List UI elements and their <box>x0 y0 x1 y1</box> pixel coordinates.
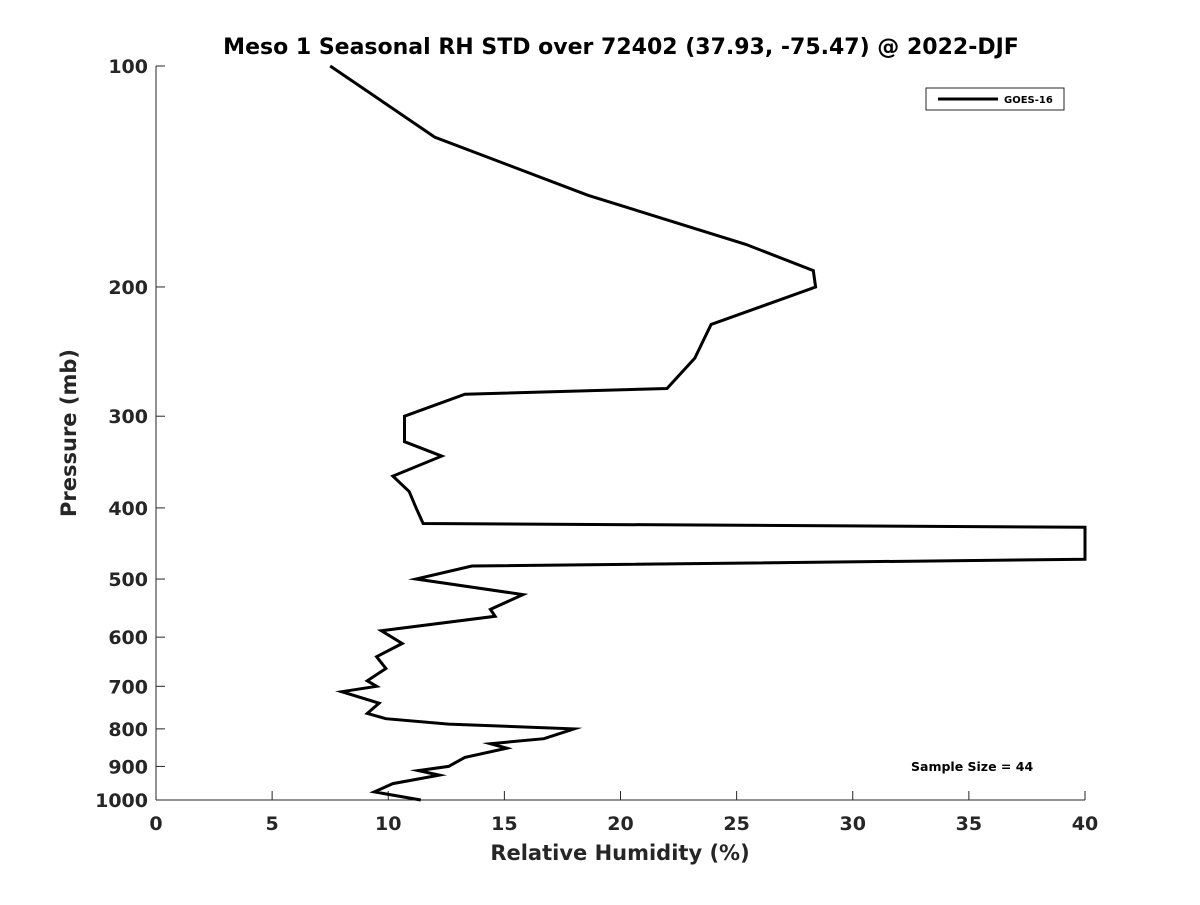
series-layer <box>329 64 1087 802</box>
y-tick-label: 300 <box>108 406 148 428</box>
y-tick-label: 400 <box>108 498 148 520</box>
y-tick-label: 500 <box>108 569 148 591</box>
x-axis-label: Relative Humidity (%) <box>490 841 749 865</box>
x-tick-label: 10 <box>375 813 401 835</box>
x-tick-label: 0 <box>149 813 162 835</box>
chart-title: Meso 1 Seasonal RH STD over 72402 (37.93… <box>223 35 1019 60</box>
y-tick-label: 900 <box>108 756 148 778</box>
x-tick-label: 35 <box>956 813 982 835</box>
x-tick-label: 20 <box>607 813 633 835</box>
y-tick-label: 700 <box>108 676 148 698</box>
y-tick-label: 600 <box>108 627 148 649</box>
y-tick-label: 800 <box>108 719 148 741</box>
legend-entry-goes-16: GOES-16 <box>1004 95 1053 106</box>
legend: GOES-16 <box>925 87 1065 111</box>
x-tick-label: 25 <box>723 813 749 835</box>
y-axis-label: Pressure (mb) <box>57 349 81 517</box>
y-tick-label: 100 <box>108 56 148 78</box>
series-line-goes-16 <box>329 64 1087 802</box>
x-tick-label: 5 <box>266 813 279 835</box>
y-tick-label: 1000 <box>95 790 148 812</box>
y-tick-label: 200 <box>108 277 148 299</box>
x-tick-label: 40 <box>1072 813 1098 835</box>
x-tick-label: 15 <box>491 813 517 835</box>
axes: 0 5 10 15 20 25 30 35 40 100 200 300 400 500 600 700 800… <box>95 56 1098 835</box>
sample-size-annotation: Sample Size = 44 <box>911 759 1033 774</box>
x-tick-label: 30 <box>840 813 866 835</box>
